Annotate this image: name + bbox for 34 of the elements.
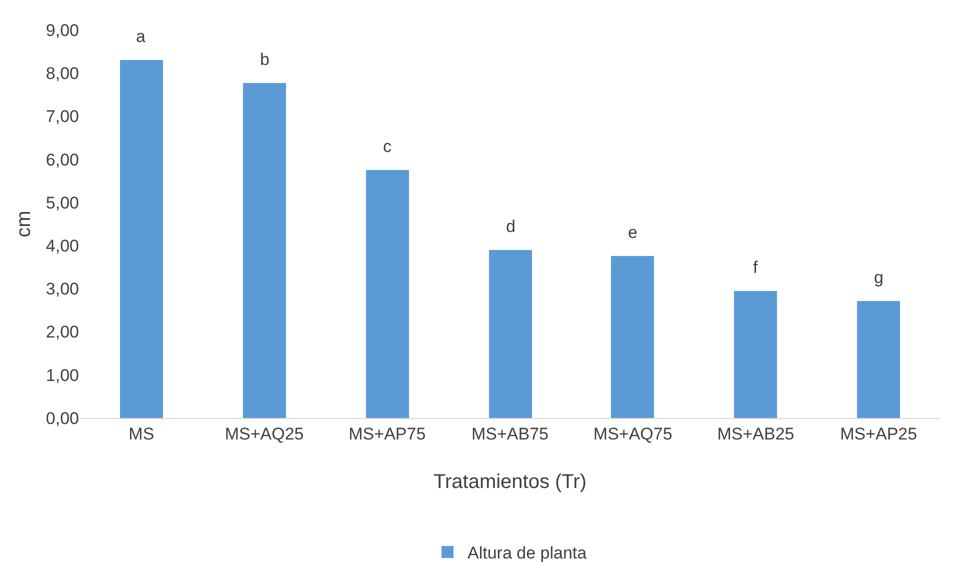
- annotation: g: [874, 268, 884, 287]
- annotation: b: [260, 50, 270, 69]
- y-tick-label: 3,00: [46, 280, 79, 299]
- y-tick-label: 2,00: [46, 322, 79, 342]
- y-tick-label: 9,00: [46, 20, 79, 40]
- annotation: e: [628, 223, 638, 242]
- legend-label: Altura de planta: [468, 544, 588, 563]
- bar: [734, 291, 777, 418]
- x-tick-label: MS+AQ75: [593, 424, 672, 444]
- annotation: a: [136, 27, 146, 46]
- bar: [857, 301, 900, 418]
- x-tick-label: MS: [128, 424, 154, 444]
- bar: [611, 256, 654, 418]
- annotation: d: [506, 217, 516, 236]
- bar: [489, 250, 532, 418]
- y-tick-label: 6,00: [46, 150, 79, 170]
- x-axis-title: Tratamientos (Tr): [434, 471, 586, 493]
- x-tick-label: MS+AB75: [471, 424, 549, 444]
- y-tick-label: 4,00: [46, 236, 79, 256]
- annotation: f: [753, 258, 758, 277]
- y-tick-label: 8,00: [46, 64, 79, 84]
- y-tick-label: 5,00: [46, 193, 79, 212]
- x-tick-label: MS+AQ25: [224, 424, 304, 444]
- y-tick-label: 0,00: [46, 408, 79, 428]
- annotation: c: [383, 137, 392, 156]
- y-tick-label: 1,00: [46, 366, 79, 385]
- x-tick-label: MS+AB25: [717, 424, 794, 444]
- x-tick-label: MS+AP75: [348, 424, 426, 444]
- bar: [243, 83, 286, 418]
- bar: [366, 170, 409, 418]
- y-tick-label: 7,00: [46, 107, 79, 126]
- x-tick-label: MS+AP25: [840, 424, 918, 444]
- y-axis-title: cm: [13, 210, 35, 238]
- bar: [120, 60, 163, 418]
